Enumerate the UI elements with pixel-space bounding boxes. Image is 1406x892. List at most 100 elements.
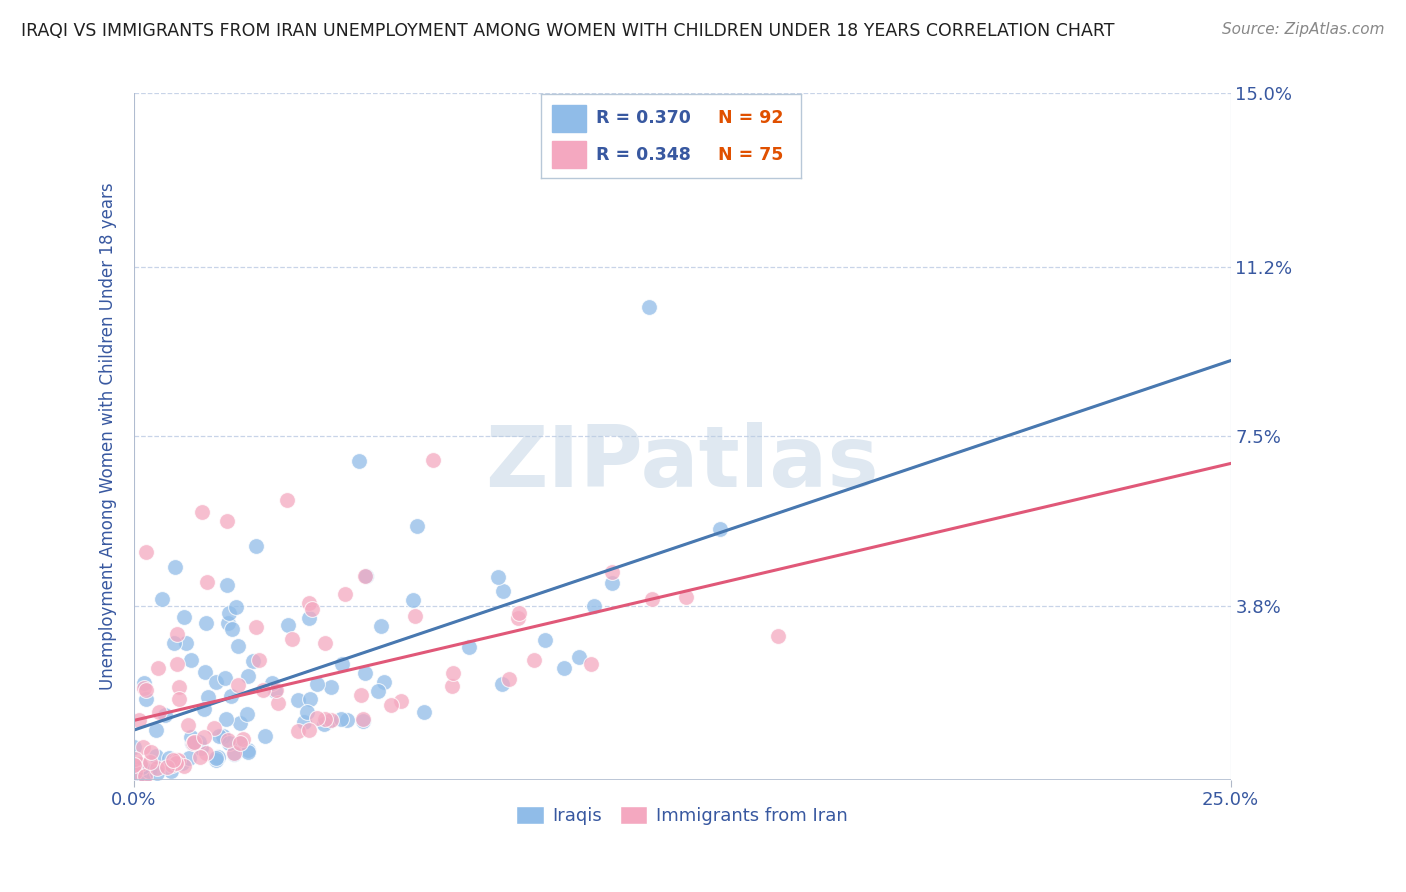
Point [236,707,259,722]
Point [352,714,374,729]
Point [675,591,697,605]
Point [229,736,252,750]
Point [492,584,515,599]
Point [314,712,336,726]
Point [197,690,219,704]
Legend: Iraqis, Immigrants from Iran: Iraqis, Immigrants from Iran [509,798,855,832]
Point [600,576,623,591]
Point [217,616,239,631]
Point [219,689,242,703]
Point [404,608,426,623]
Point [226,639,249,653]
Point [211,729,233,743]
Text: R = 0.370: R = 0.370 [596,109,690,128]
Point [264,683,287,698]
Point [177,750,200,764]
Point [169,680,191,694]
Point [170,756,193,771]
Point [128,757,150,772]
Point [165,756,187,770]
Point [236,669,259,683]
Point [440,679,463,693]
Point [181,736,204,750]
Point [370,619,392,633]
Point [350,688,373,702]
Point [267,696,290,710]
Point [218,606,240,620]
Point [498,672,520,686]
Point [205,753,228,767]
Point [297,611,319,625]
Point [146,761,169,775]
Point [204,674,226,689]
Point [205,751,228,765]
Point [637,301,659,315]
Point [568,649,591,664]
Point [298,723,321,737]
Point [441,665,464,680]
Point [330,712,353,726]
Point [491,677,513,691]
Point [352,712,374,726]
Point [153,708,176,723]
Point [139,755,162,769]
Point [333,587,356,601]
Point [389,694,412,708]
Point [132,739,155,754]
Point [188,749,211,764]
Point [193,701,215,715]
Point [173,610,195,624]
Point [145,765,167,780]
Point [280,632,302,646]
Point [128,713,150,727]
Point [215,514,238,528]
Text: N = 75: N = 75 [718,145,783,163]
Point [305,711,328,725]
Point [148,705,170,719]
Point [336,713,359,727]
Point [218,736,240,750]
Point [135,766,157,780]
Point [194,665,217,679]
Point [373,674,395,689]
Point [122,740,145,755]
Point [579,657,602,671]
Point [312,717,335,731]
Point [641,592,664,607]
Point [380,698,402,712]
Point [145,748,167,763]
Point [292,714,315,729]
Point [127,767,149,781]
Point [194,746,217,760]
Point [301,602,323,616]
Point [276,493,298,508]
Point [347,454,370,468]
Point [162,753,184,767]
Point [247,653,270,667]
Point [134,769,156,783]
Point [318,714,340,728]
Point [138,764,160,779]
Bar [551,104,585,132]
Point [124,752,146,766]
Point [165,753,187,767]
Point [135,682,157,697]
Point [166,657,188,671]
Y-axis label: Unemployment Among Women with Children Under 18 years: Unemployment Among Women with Children U… [100,183,117,690]
Point [173,759,195,773]
Point [224,746,246,760]
Point [422,452,444,467]
Point [226,677,249,691]
Point [232,731,254,746]
Point [150,592,173,607]
Point [508,607,530,621]
Point [134,681,156,696]
Point [236,744,259,758]
Point [131,760,153,774]
Point [405,519,427,533]
Point [534,632,557,647]
Point [253,729,276,743]
Point [180,731,202,745]
Point [412,705,434,719]
Point [295,705,318,719]
